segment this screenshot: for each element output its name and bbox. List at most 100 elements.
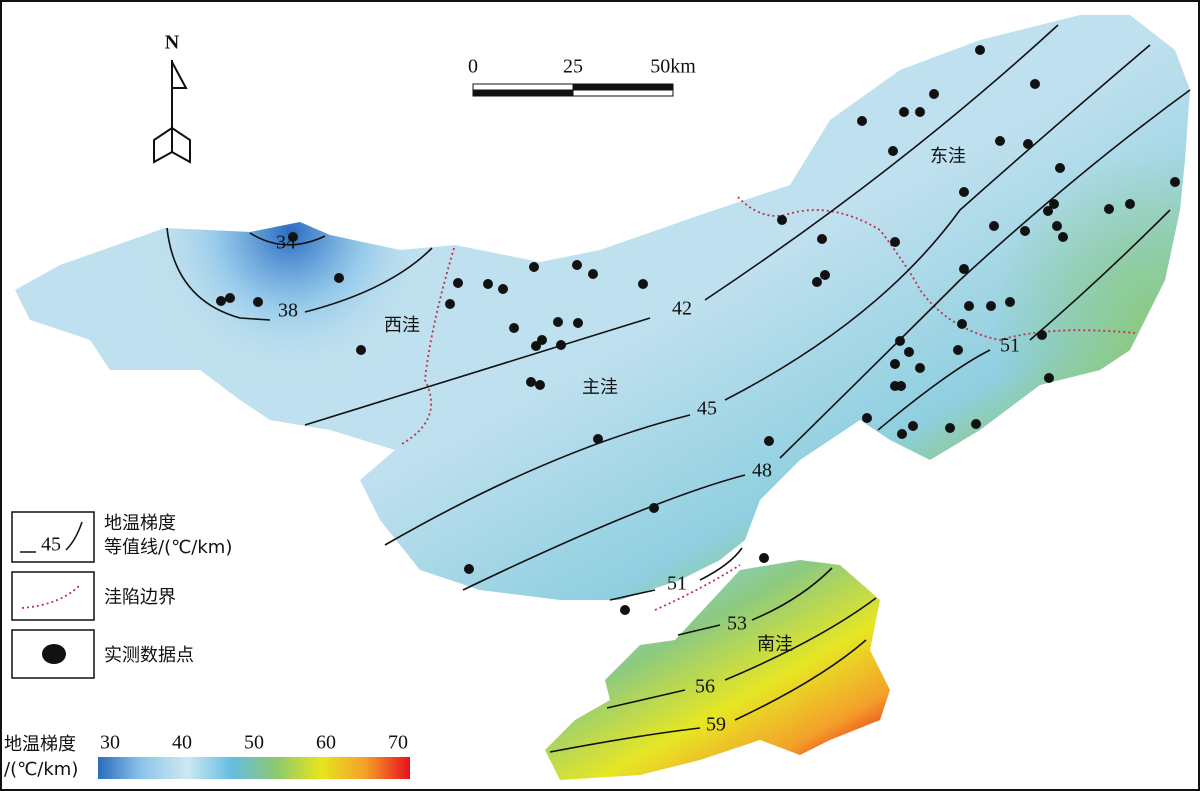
contour-line: [677, 624, 721, 636]
contour-line: [384, 414, 691, 546]
data-point: [820, 270, 830, 280]
scale-bar: 0 25 50km: [468, 56, 696, 97]
data-point: [1055, 163, 1065, 173]
data-point: [895, 336, 905, 346]
contour-label: 42: [672, 298, 692, 320]
contour-label: 38: [278, 300, 298, 322]
region-label: 西洼: [384, 315, 420, 336]
data-point: [334, 273, 344, 283]
data-point: [531, 341, 541, 351]
data-point: [817, 234, 827, 244]
colorbar-tick-label: 70: [388, 732, 408, 754]
contour-label: 48: [752, 460, 772, 482]
data-point: [1049, 199, 1059, 209]
data-point: [535, 380, 545, 390]
contour-label: 59: [706, 714, 726, 736]
data-point: [964, 301, 974, 311]
data-point: [498, 284, 508, 294]
data-point: [483, 279, 493, 289]
contour-line: [249, 232, 326, 246]
data-point: [1005, 297, 1015, 307]
scale-segment: [572, 83, 674, 91]
data-point: [899, 107, 909, 117]
data-point: [288, 232, 298, 242]
data-point: [995, 136, 1005, 146]
data-point: [896, 381, 906, 391]
data-point: [216, 296, 226, 306]
data-point: [890, 359, 900, 369]
data-point: [253, 297, 263, 307]
data-point: [764, 436, 774, 446]
data-point: [1023, 139, 1033, 149]
legend: 45 地温梯度 等值线/(℃/km) 洼陷边界 实测数据点: [11, 511, 232, 679]
data-point: [890, 237, 900, 247]
data-point: [959, 187, 969, 197]
legend-sample-label: 45: [41, 534, 61, 556]
data-point: [986, 301, 996, 311]
contour-line: [704, 24, 1059, 301]
scale-segment: [472, 83, 574, 91]
contour-line: [724, 44, 1151, 401]
basin-boundaries: [399, 196, 1136, 611]
contour-line: [724, 597, 877, 681]
scale-label: 50km: [650, 56, 696, 78]
data-point: [862, 413, 872, 423]
contour-line: [734, 639, 867, 721]
data-point: [897, 429, 907, 439]
data-point: [1104, 204, 1114, 214]
contour-line: [462, 474, 746, 591]
data-point: [1058, 232, 1068, 242]
data-point: [1052, 221, 1062, 231]
scale-label: 25: [563, 56, 583, 78]
data-point: [1125, 199, 1135, 209]
data-point: [1170, 177, 1180, 187]
north-label: N: [165, 32, 180, 54]
region-label: 主洼: [582, 377, 618, 398]
data-point: [812, 277, 822, 287]
colorbar-tick-label: 50: [244, 732, 264, 754]
data-point: [356, 345, 366, 355]
data-point: [857, 116, 867, 126]
scale-segment: [572, 89, 674, 97]
data-point: [445, 299, 455, 309]
data-point: [989, 221, 999, 231]
legend-label: 地温梯度: [104, 513, 176, 534]
contour-line: [304, 247, 433, 313]
data-point: [572, 260, 582, 270]
legend-label: 等值线/(℃/km): [104, 537, 232, 558]
data-point: [593, 434, 603, 444]
data-point: [957, 319, 967, 329]
contour-line: [549, 727, 701, 753]
data-point: [529, 262, 539, 272]
data-point: [573, 318, 583, 328]
scale-segment: [472, 89, 574, 97]
colorbar-tick-label: 60: [316, 732, 336, 754]
data-points: [216, 45, 1180, 615]
colorbar-title: 地温梯度: [4, 734, 76, 755]
contour-line: [304, 317, 651, 426]
data-point: [915, 363, 925, 373]
contour-label: 51: [1000, 335, 1020, 357]
colorbar-bar: [98, 757, 410, 779]
data-point: [553, 317, 563, 327]
colorbar-title: /(℃/km): [4, 759, 78, 780]
data-point: [971, 419, 981, 429]
data-point: [509, 323, 519, 333]
legend-label: 洼陷边界: [104, 587, 176, 608]
data-point: [777, 215, 787, 225]
contour-line: [751, 567, 833, 621]
data-point: [464, 564, 474, 574]
data-point: [1020, 226, 1030, 236]
north-arrow: N: [153, 32, 191, 164]
data-point: [888, 146, 898, 156]
region-label: 南洼: [757, 634, 793, 655]
data-point: [908, 421, 918, 431]
data-point: [945, 423, 955, 433]
data-point: [225, 293, 235, 303]
contour-label: 53: [727, 613, 747, 635]
data-point: [1030, 79, 1040, 89]
data-point: [1043, 206, 1053, 216]
